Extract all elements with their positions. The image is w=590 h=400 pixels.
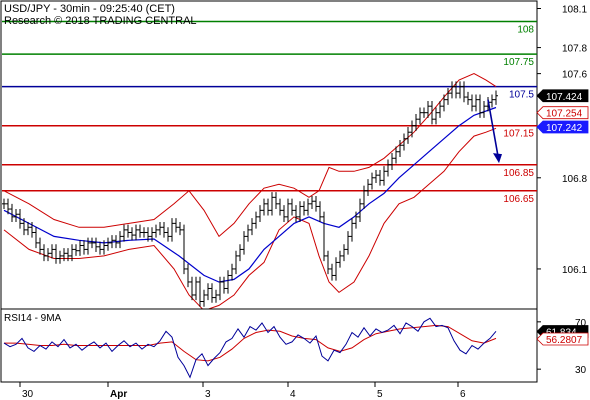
rsi-tag-label: 56.2807 (546, 335, 583, 346)
bollinger-lower-line (3, 127, 497, 312)
rsi-axis-label: 70 (575, 318, 587, 329)
time-axis-label: 5 (377, 389, 383, 400)
price-axis: 108.1 107.8 107.6 106.8 106.1 (537, 5, 587, 276)
price-tag-label: 107.424 (546, 92, 583, 103)
bollinger-bands (3, 73, 497, 312)
bollinger-upper-line (3, 73, 497, 238)
time-axis-label: 30 (22, 389, 34, 400)
forecast-arrow-shaft (487, 99, 499, 157)
level-label-107-15: 107.15 (503, 129, 534, 140)
level-label-106-85: 106.85 (503, 168, 534, 179)
rsi-lines (3, 317, 497, 379)
level-label-106-65: 106.65 (503, 194, 534, 205)
level-label-107-5: 107.5 (509, 90, 534, 101)
level-label-108: 108 (517, 25, 534, 36)
price-axis-label: 107.6 (562, 70, 587, 81)
time-axis-label: 6 (460, 389, 466, 400)
rsi-panel: RSI14 - 9MA 70 30 61.83456.2807 (0, 308, 589, 383)
price-tag-box (536, 106, 589, 120)
time-axis-label: 3 (205, 389, 211, 400)
price-tag-label: 107.242 (546, 123, 583, 134)
rsi-axis-label: 30 (575, 365, 587, 376)
rsi-title: RSI14 - 9MA (4, 313, 62, 324)
price-axis-label: 106.1 (562, 265, 587, 276)
level-label-107-75: 107.75 (503, 57, 534, 68)
forecast-arrow-head (493, 153, 502, 164)
time-axis: 30 Apr 3 4 5 6 (19, 382, 466, 400)
price-tag-box (536, 89, 589, 103)
rsi-axis: 70 30 (537, 318, 587, 376)
forecast-arrow (487, 99, 502, 164)
chart-title: USD/JPY - 30min - 09:25:40 (CET) (4, 3, 175, 15)
rsi-tag-box (536, 332, 589, 346)
rsi-line (3, 317, 497, 379)
price-axis-label: 106.8 (562, 174, 587, 185)
time-axis-label: 4 (290, 389, 296, 400)
chart-subtitle: Research © 2018 TRADING CENTRAL (4, 15, 197, 27)
price-axis-label: 107.8 (562, 44, 587, 55)
time-axis-label: Apr (110, 389, 127, 400)
support-resistance-levels: 108 107.75 107.5 107.15 106.85 106.65 (2, 20, 537, 205)
rsi-tags: 61.83456.2807 (536, 325, 589, 346)
price-bars (2, 81, 498, 307)
price-tags: 107.424 107.254 107.242 (536, 89, 589, 134)
price-tag-label: 107.254 (546, 109, 583, 120)
price-axis-label: 108.1 (562, 5, 587, 16)
price-tag-box (536, 120, 589, 134)
